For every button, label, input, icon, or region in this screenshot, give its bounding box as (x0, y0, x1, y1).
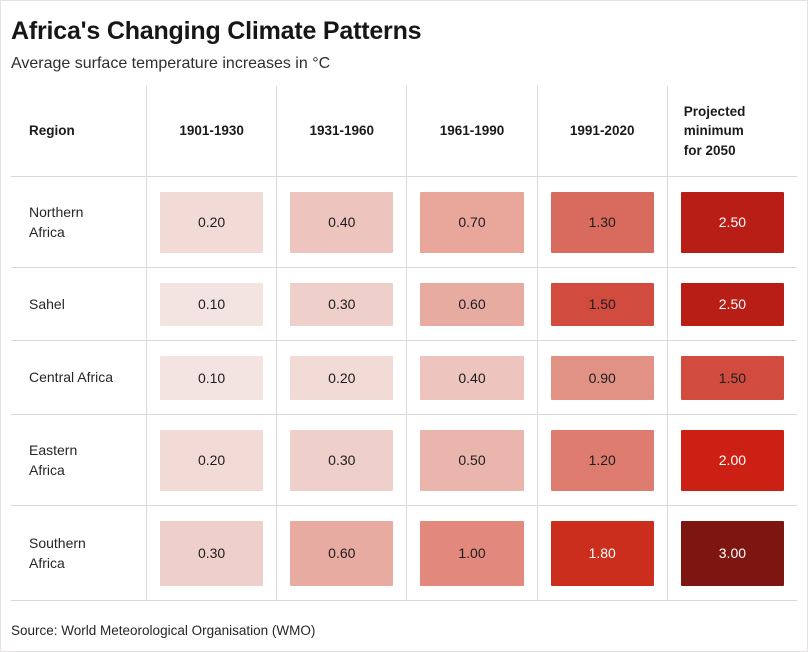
heat-cell-box: 0.10 (160, 355, 264, 400)
table-header-row: Region 1901-1930 1931-1960 1961-1990 1991-20… (11, 86, 797, 177)
heat-cell: 2.00 (666, 415, 797, 505)
column-header: 1961-1990 (406, 86, 536, 176)
heat-cell: 1.20 (536, 415, 667, 505)
heat-cell-box: 2.00 (680, 429, 784, 491)
column-header: 1991-2020 (536, 86, 667, 176)
heat-cell-box: 3.00 (680, 520, 784, 586)
heat-cell: 0.70 (406, 177, 536, 267)
source-note: Source: World Meteorological Organisatio… (11, 623, 316, 638)
column-header: 1931-1960 (276, 86, 406, 176)
column-header: Projected minimum for 2050 (666, 86, 797, 176)
row-label: Eastern Africa (29, 441, 78, 478)
table-row: Central Africa 0.10 0.20 0.40 0.90 1.50 (11, 341, 797, 415)
heat-cell-box: 2.50 (680, 282, 784, 326)
column-header: 1901-1930 (146, 86, 276, 176)
heat-cell-box: 0.20 (290, 355, 394, 400)
heat-cell-box: 1.50 (680, 355, 784, 400)
heat-cell-box: 0.60 (420, 282, 524, 326)
table-row: Southern Africa 0.30 0.60 1.00 1.80 3.00 (11, 506, 797, 601)
heat-cell: 1.50 (536, 268, 667, 340)
heat-cell: 1.80 (536, 506, 667, 600)
heatmap-table: Region 1901-1930 1931-1960 1961-1990 1991-20… (11, 86, 797, 601)
row-label: Sahel (29, 295, 65, 312)
heat-cell: 0.40 (276, 177, 406, 267)
table-row: Eastern Africa 0.20 0.30 0.50 1.20 2.00 (11, 415, 797, 506)
heat-cell: 0.10 (146, 341, 276, 414)
heat-cell-box: 0.10 (160, 282, 264, 326)
heat-cell: 0.40 (406, 341, 536, 414)
heat-cell: 0.50 (406, 415, 536, 505)
heat-cell: 1.50 (666, 341, 797, 414)
table-row: Northern Africa 0.20 0.40 0.70 1.30 2.50 (11, 177, 797, 268)
heat-cell-box: 0.90 (550, 355, 654, 400)
heat-cell: 0.60 (406, 268, 536, 340)
table-row: Sahel 0.10 0.30 0.60 1.50 2.50 (11, 268, 797, 341)
heat-cell-box: 0.60 (290, 520, 394, 586)
row-label: Central Africa (29, 369, 114, 386)
heat-cell-box: 0.30 (290, 282, 394, 326)
heat-cell: 0.30 (146, 506, 276, 600)
heat-cell-box: 0.70 (420, 191, 524, 253)
heat-cell: 0.20 (146, 177, 276, 267)
page-title: Africa's Changing Climate Patterns (11, 17, 422, 45)
heat-cell: 2.50 (666, 268, 797, 340)
heat-cell-box: 1.20 (550, 429, 654, 491)
heat-cell: 2.50 (666, 177, 797, 267)
heat-cell: 0.20 (146, 415, 276, 505)
heat-cell-box: 0.20 (160, 429, 264, 491)
heat-cell: 1.00 (406, 506, 536, 600)
heat-cell-box: 1.00 (420, 520, 524, 586)
row-label: Northern Africa (29, 203, 84, 240)
heat-cell: 0.90 (536, 341, 667, 414)
table-body: Northern Africa 0.20 0.40 0.70 1.30 2.50 Sahel… (11, 177, 797, 601)
heat-cell-box: 1.50 (550, 282, 654, 326)
heat-cell: 0.20 (276, 341, 406, 414)
heat-cell: 3.00 (666, 506, 797, 600)
heat-cell-box: 0.40 (290, 191, 394, 253)
heat-cell-box: 0.40 (420, 355, 524, 400)
heat-cell: 0.10 (146, 268, 276, 340)
row-label: Southern Africa (29, 534, 86, 571)
heat-cell-box: 0.50 (420, 429, 524, 491)
heat-cell-box: 0.30 (290, 429, 394, 491)
heat-cell-box: 1.80 (550, 520, 654, 586)
heat-cell-box: 2.50 (680, 191, 784, 253)
heat-cell: 0.60 (276, 506, 406, 600)
heat-cell-box: 0.20 (160, 191, 264, 253)
page-subtitle: Average surface temperature increases in… (11, 55, 331, 72)
column-header-region: Region (29, 123, 75, 139)
heat-cell: 0.30 (276, 268, 406, 340)
heat-cell-box: 0.30 (160, 520, 264, 586)
heat-cell: 0.30 (276, 415, 406, 505)
heat-cell-box: 1.30 (550, 191, 654, 253)
heat-cell: 1.30 (536, 177, 667, 267)
climate-infographic: Africa's Changing Climate Patterns Avera… (1, 17, 807, 638)
